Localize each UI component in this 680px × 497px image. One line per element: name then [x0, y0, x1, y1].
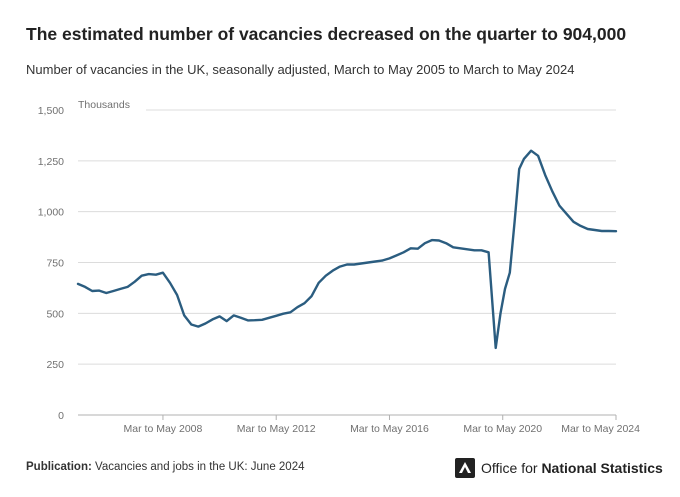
x-tick-label: Mar to May 2024	[561, 423, 640, 435]
publication-value: Vacancies and jobs in the UK: June 2024	[95, 461, 305, 473]
grid-lines	[78, 109, 616, 416]
y-axis-unit-label: Thousands	[78, 99, 130, 111]
chart-subtitle: Number of vacancies in the UK, seasonall…	[26, 62, 575, 77]
series-line-vacancies	[76, 149, 618, 350]
x-tick-label: Mar to May 2016	[350, 423, 429, 435]
x-tick-label: Mar to May 2008	[124, 423, 203, 435]
x-tick-label: Mar to May 2020	[463, 423, 542, 435]
y-tick-label: 1,250	[38, 156, 64, 168]
y-axis-ticks: 0 250 500 750 1,000 1,250 1,500	[38, 105, 64, 422]
y-tick-label: 750	[46, 258, 64, 270]
y-tick-label: 1,000	[38, 207, 64, 219]
ons-logo-icon	[455, 458, 475, 478]
publication-label: Publication:	[26, 461, 92, 473]
publication-note: Publication: Vacancies and jobs in the U…	[26, 461, 305, 473]
unit-label-backdrop	[76, 96, 146, 114]
ons-logo[interactable]: Office for National Statistics	[455, 458, 663, 478]
chart-title: The estimated number of vacancies decrea…	[26, 24, 627, 44]
series-layer	[76, 149, 618, 350]
y-tick-label: 0	[58, 410, 64, 422]
y-tick-label: 250	[46, 359, 64, 371]
y-tick-label: 500	[46, 308, 64, 320]
x-axis-ticks: Mar to May 2008 Mar to May 2012 Mar to May…	[124, 415, 640, 435]
y-tick-label: 1,500	[38, 105, 64, 117]
ons-logo-text: Office for National Statistics	[481, 460, 663, 476]
x-tick-label: Mar to May 2012	[237, 423, 316, 435]
